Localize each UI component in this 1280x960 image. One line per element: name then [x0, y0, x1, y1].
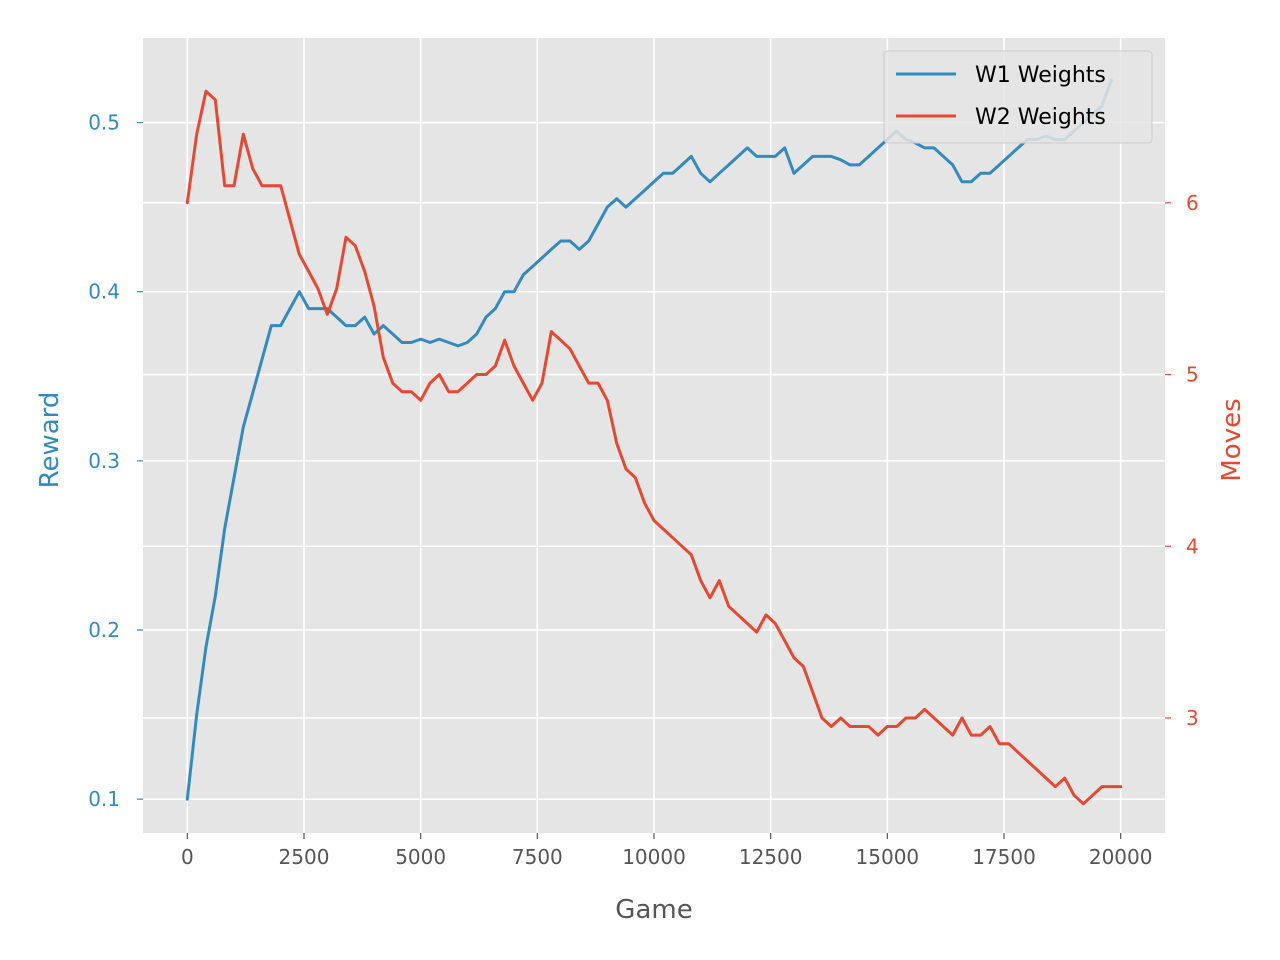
y-left-tick-label: 0.2 [88, 618, 120, 642]
series-lines [185, 78, 1123, 806]
x-tick-label: 0 [181, 845, 194, 869]
y-left-tick-label: 0.1 [88, 787, 120, 811]
grid [143, 38, 1165, 833]
y-right-axis-label: Moves [1217, 398, 1247, 481]
legend: W1 Weights W2 Weights [883, 50, 1153, 144]
series-line-w1-weights [185, 78, 1113, 801]
y-right-tick-label: 3 [1186, 706, 1199, 730]
y-right-tick-label: 5 [1186, 363, 1199, 387]
x-tick-label: 7500 [512, 845, 563, 869]
x-axis-ticks: 0 2500 5000 7500 10000 12500 15000 17500 20000 [181, 833, 1153, 869]
x-tick-label: 10000 [622, 845, 686, 869]
x-tick-label: 2500 [279, 845, 330, 869]
x-tick-label: 17500 [972, 845, 1036, 869]
legend-label-w1: W1 Weights [975, 63, 1106, 88]
y-right-tick-label: 6 [1186, 191, 1199, 215]
series-line-w2-weights [185, 89, 1123, 806]
y-left-axis-label: Reward [35, 392, 65, 489]
y-left-tick-label: 0.3 [88, 449, 120, 473]
legend-label-w2: W2 Weights [975, 105, 1106, 130]
y-left-tick-label: 0.5 [88, 111, 120, 135]
x-tick-label: 20000 [1089, 845, 1153, 869]
x-tick-label: 12500 [739, 845, 803, 869]
y-left-axis-ticks: 0.1 0.2 0.3 0.4 0.5 [88, 111, 143, 811]
x-axis-label: Game [615, 895, 692, 925]
x-tick-label: 5000 [395, 845, 446, 869]
y-right-axis-ticks: 3 4 5 6 [1165, 191, 1199, 730]
y-left-tick-label: 0.4 [88, 280, 120, 304]
y-right-tick-label: 4 [1186, 534, 1199, 558]
x-tick-label: 15000 [856, 845, 920, 869]
